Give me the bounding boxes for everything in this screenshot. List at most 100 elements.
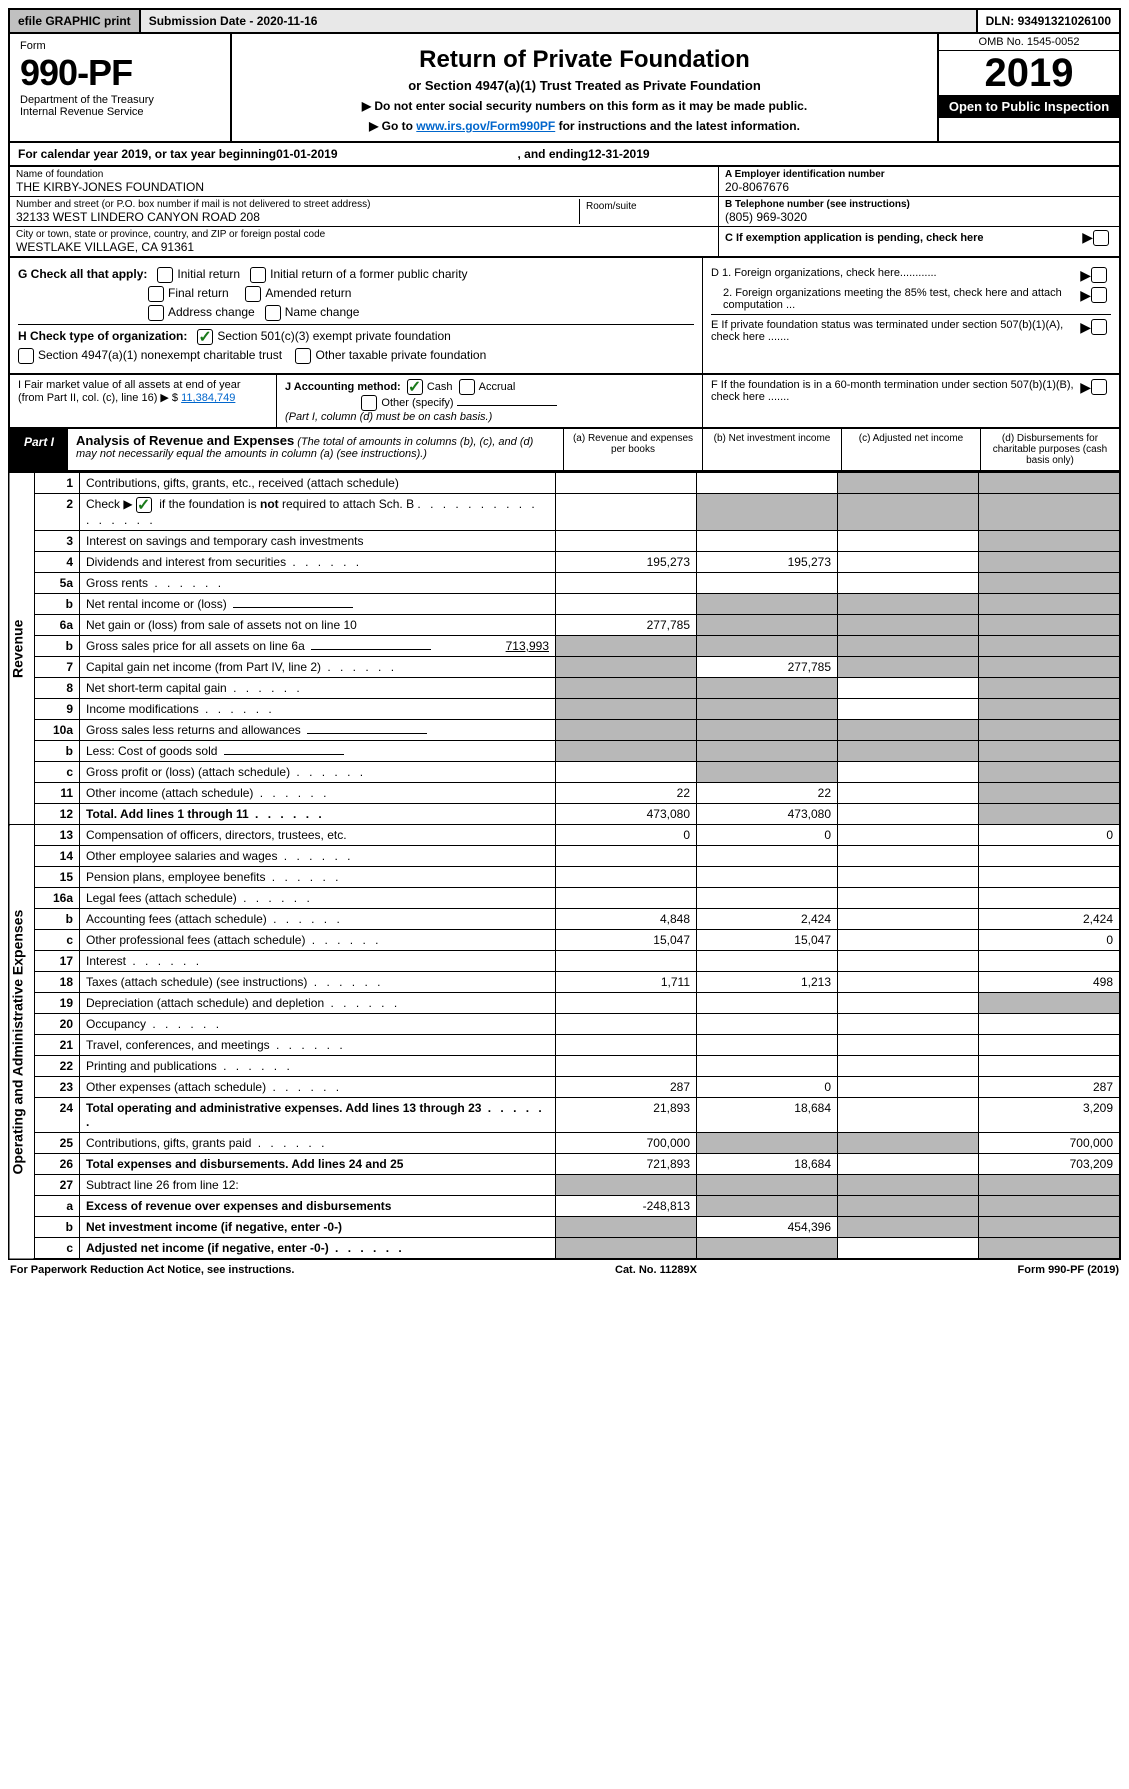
irs-link[interactable]: www.irs.gov/Form990PF: [416, 119, 555, 133]
accrual-checkbox[interactable]: [459, 379, 475, 395]
table-row: cGross profit or (loss) (attach schedule…: [9, 762, 1120, 783]
amount-cell: 0: [697, 825, 838, 846]
sch-b-checkbox[interactable]: [136, 497, 152, 513]
other-taxable-checkbox[interactable]: [295, 348, 311, 364]
amount-cell: [838, 678, 979, 699]
room-suite: Room/suite: [579, 199, 712, 224]
amount-cell: [979, 1196, 1121, 1217]
amount-cell: [556, 1056, 697, 1077]
foreign-org-checkbox[interactable]: [1091, 267, 1107, 283]
amount-cell: 195,273: [556, 552, 697, 573]
cash-checkbox[interactable]: [407, 379, 423, 395]
col-c-header: (c) Adjusted net income: [841, 429, 980, 470]
footer-mid: Cat. No. 11289X: [615, 1264, 697, 1276]
line-number: 25: [35, 1133, 80, 1154]
form-subtitle: or Section 4947(a)(1) Trust Treated as P…: [248, 78, 921, 93]
amount-cell: [697, 678, 838, 699]
table-row: Operating and Administrative Expenses13C…: [9, 825, 1120, 846]
line-description: Interest on savings and temporary cash i…: [80, 531, 556, 552]
amount-cell: [556, 888, 697, 909]
table-row: 10aGross sales less returns and allowanc…: [9, 720, 1120, 741]
initial-return-checkbox[interactable]: [157, 267, 173, 283]
table-row: 5aGross rents . . . . . .: [9, 573, 1120, 594]
ein-row: A Employer identification number 20-8067…: [719, 167, 1119, 197]
instr-line-2: ▶ Go to www.irs.gov/Form990PF for instru…: [248, 119, 921, 133]
amount-cell: 15,047: [697, 930, 838, 951]
amount-cell: 18,684: [697, 1098, 838, 1133]
footer-left: For Paperwork Reduction Act Notice, see …: [10, 1264, 294, 1276]
amount-cell: [979, 888, 1121, 909]
line-number: 27: [35, 1175, 80, 1196]
line-description: Compensation of officers, directors, tru…: [80, 825, 556, 846]
amount-cell: [838, 573, 979, 594]
4947-checkbox[interactable]: [18, 348, 34, 364]
line-number: 26: [35, 1154, 80, 1175]
amount-cell: [979, 741, 1121, 762]
table-row: aExcess of revenue over expenses and dis…: [9, 1196, 1120, 1217]
amount-cell: [697, 1056, 838, 1077]
name-change-checkbox[interactable]: [265, 305, 281, 321]
g-row: G Check all that apply: Initial return I…: [18, 267, 694, 283]
amount-cell: [697, 867, 838, 888]
open-inspection: Open to Public Inspection: [939, 95, 1119, 118]
amount-cell: [979, 531, 1121, 552]
initial-public-checkbox[interactable]: [250, 267, 266, 283]
line-description: Occupancy . . . . . .: [80, 1014, 556, 1035]
amount-cell: [697, 762, 838, 783]
d2-row: 2. Foreign organizations meeting the 85%…: [711, 287, 1111, 311]
tax-year: 2019: [939, 51, 1119, 95]
line-description: Other professional fees (attach schedule…: [80, 930, 556, 951]
terminated-checkbox[interactable]: [1091, 319, 1107, 335]
table-row: 9Income modifications . . . . . .: [9, 699, 1120, 720]
amount-cell: [697, 594, 838, 615]
irs-label: Internal Revenue Service: [20, 106, 220, 118]
other-method-checkbox[interactable]: [361, 395, 377, 411]
amount-cell: 277,785: [556, 615, 697, 636]
line-description: Gross rents . . . . . .: [80, 573, 556, 594]
amount-cell: 0: [979, 930, 1121, 951]
calendar-year-row: For calendar year 2019, or tax year begi…: [8, 143, 1121, 167]
foreign-85-checkbox[interactable]: [1091, 287, 1107, 303]
exemption-checkbox[interactable]: [1093, 230, 1109, 246]
f-row: F If the foundation is in a 60-month ter…: [703, 375, 1119, 427]
line-description: Total operating and administrative expen…: [80, 1098, 556, 1133]
60month-checkbox[interactable]: [1091, 379, 1107, 395]
amount-cell: 22: [556, 783, 697, 804]
amount-cell: [979, 473, 1121, 494]
amount-cell: 2,424: [697, 909, 838, 930]
table-row: bAccounting fees (attach schedule) . . .…: [9, 909, 1120, 930]
table-row: bLess: Cost of goods sold: [9, 741, 1120, 762]
amount-cell: [979, 762, 1121, 783]
amount-cell: [838, 951, 979, 972]
table-row: 26Total expenses and disbursements. Add …: [9, 1154, 1120, 1175]
final-return-checkbox[interactable]: [148, 286, 164, 302]
line-description: Taxes (attach schedule) (see instruction…: [80, 972, 556, 993]
amount-cell: [697, 494, 838, 531]
amount-cell: [838, 1056, 979, 1077]
foundation-name: THE KIRBY-JONES FOUNDATION: [16, 180, 712, 194]
city-row: City or town, state or province, country…: [10, 227, 718, 256]
amount-cell: 454,396: [697, 1217, 838, 1238]
amount-cell: [979, 951, 1121, 972]
amount-cell: 1,711: [556, 972, 697, 993]
line-number: 1: [35, 473, 80, 494]
amount-cell: [979, 657, 1121, 678]
line-description: Net short-term capital gain . . . . . .: [80, 678, 556, 699]
amount-cell: 1,213: [697, 972, 838, 993]
line-number: 18: [35, 972, 80, 993]
amount-cell: [979, 783, 1121, 804]
line-description: Dividends and interest from securities .…: [80, 552, 556, 573]
amount-cell: [556, 494, 697, 531]
amended-return-checkbox[interactable]: [245, 286, 261, 302]
amount-cell: [838, 1175, 979, 1196]
table-row: 22Printing and publications . . . . . .: [9, 1056, 1120, 1077]
amount-cell: [838, 888, 979, 909]
table-row: 24Total operating and administrative exp…: [9, 1098, 1120, 1133]
line-description: Excess of revenue over expenses and disb…: [80, 1196, 556, 1217]
address-change-checkbox[interactable]: [148, 305, 164, 321]
form-number-block: Form 990-PF Department of the Treasury I…: [10, 34, 232, 141]
amount-cell: [838, 494, 979, 531]
amount-cell: [697, 699, 838, 720]
501c3-checkbox[interactable]: [197, 329, 213, 345]
table-row: 8Net short-term capital gain . . . . . .: [9, 678, 1120, 699]
